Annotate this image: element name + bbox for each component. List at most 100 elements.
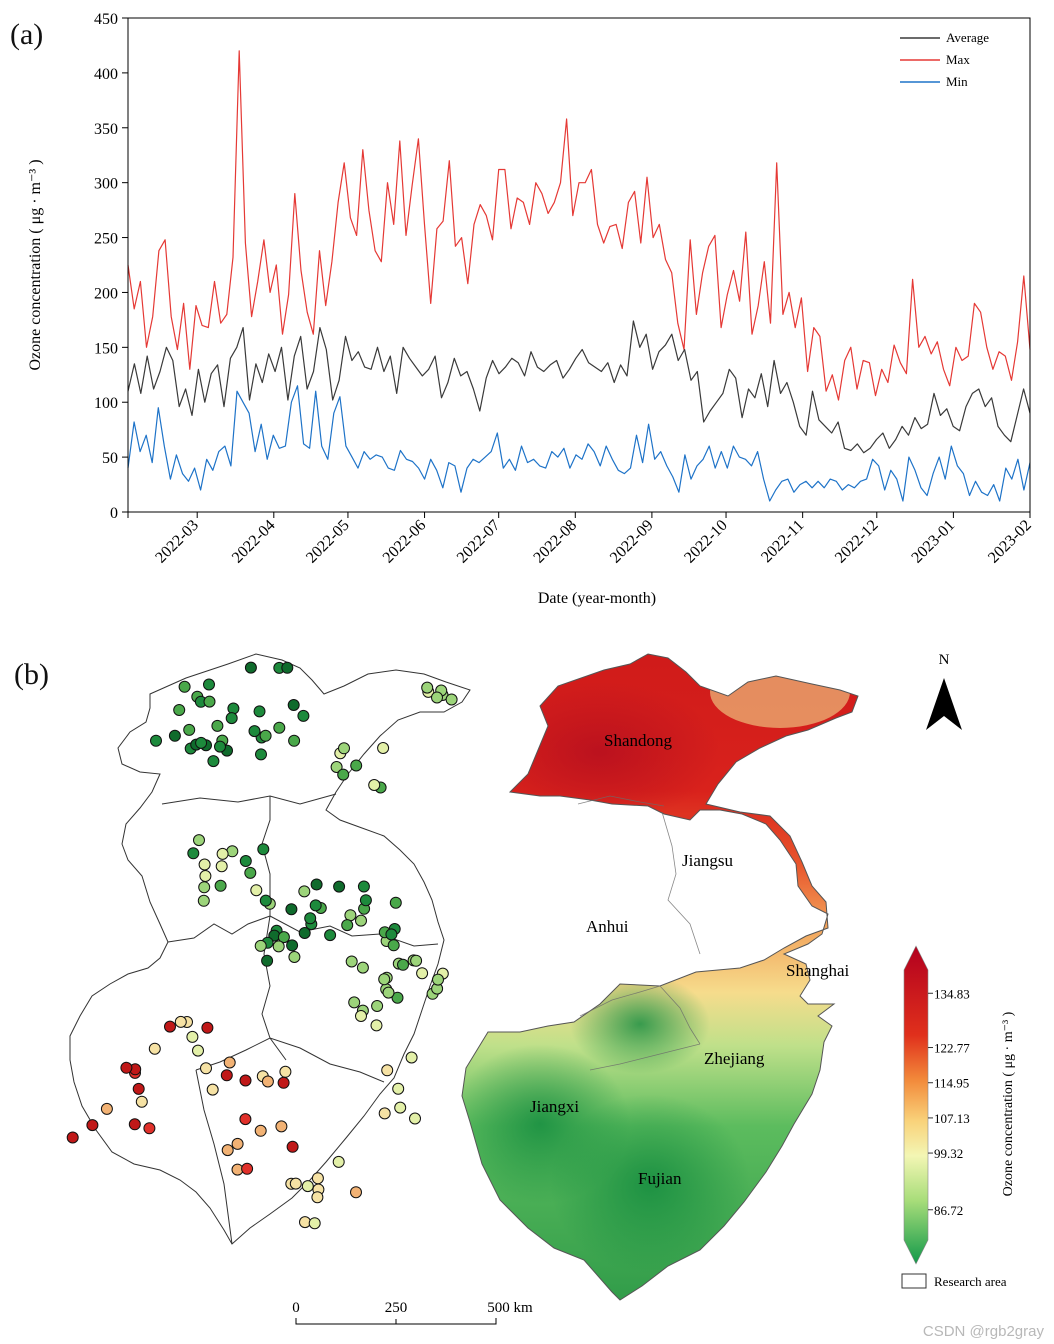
province-border-1 [161, 793, 337, 805]
y-tick-label: 300 [94, 176, 118, 193]
x-tick-label: 2022-06 [380, 517, 430, 567]
site-marker [201, 1021, 214, 1034]
site-marker [216, 847, 229, 860]
site-marker [287, 699, 300, 711]
site-marker [132, 1082, 145, 1095]
province-border-7 [195, 1069, 233, 1245]
site-marker [254, 939, 267, 952]
site-marker [253, 705, 266, 718]
site-marker [231, 1137, 244, 1150]
site-marker [355, 1010, 367, 1022]
site-marker [225, 712, 238, 725]
site-marker [259, 894, 272, 907]
site-marker [378, 1107, 391, 1120]
site-marker [259, 729, 272, 742]
x-tick-label: 2022-11 [758, 517, 807, 566]
x-tick-label: 2022-04 [229, 517, 279, 567]
site-marker [409, 1112, 421, 1125]
ozone-map-panel: Shandong Jiangsu Anhui Shanghai Zhejiang… [66, 652, 1016, 1325]
site-marker [304, 912, 317, 925]
site-marker [215, 860, 228, 873]
site-marker [356, 961, 369, 974]
site-marker [120, 1061, 133, 1074]
site-marker [214, 740, 226, 753]
site-marker [345, 955, 358, 968]
site-marker [288, 951, 301, 963]
research-area-outline [69, 653, 471, 1245]
site-marker [183, 723, 196, 736]
site-marker [381, 1064, 394, 1077]
site-marker [206, 1083, 219, 1096]
scale-bar-line [295, 1318, 497, 1325]
site-marker [432, 973, 444, 986]
site-marker [178, 680, 191, 693]
legend-label-max: Max [946, 52, 970, 67]
north-arrow-icon [926, 678, 962, 730]
site-marker [311, 1172, 324, 1185]
site-marker [382, 986, 395, 999]
site-marker [370, 1019, 383, 1032]
site-marker [168, 729, 181, 742]
scale-bar: 0 250 500 km [292, 1300, 533, 1325]
site-marker [148, 1042, 161, 1055]
province-border-2 [167, 915, 271, 943]
site-marker [173, 704, 186, 716]
colorbar-tick-label: 114.95 [934, 1076, 969, 1091]
site-marker [211, 719, 224, 732]
site-marker [250, 884, 263, 897]
site-marker [273, 721, 286, 734]
site-marker [199, 870, 212, 882]
colorbar-bar [903, 945, 929, 1265]
site-marker [324, 929, 337, 942]
site-marker [239, 1074, 252, 1087]
site-marker [410, 954, 423, 967]
site-marker [203, 678, 215, 691]
site-marker [186, 1030, 199, 1043]
site-marker [203, 695, 216, 708]
site-marker [143, 1122, 156, 1135]
series-line-min [127, 385, 1031, 502]
legend-label-average: Average [946, 30, 989, 45]
site-marker [272, 940, 285, 953]
site-marker [368, 779, 381, 791]
site-marker [192, 1044, 204, 1057]
site-marker [277, 1076, 290, 1089]
site-marker [350, 759, 363, 772]
site-marker [350, 1186, 362, 1199]
site-marker [187, 847, 200, 860]
x-axis-label: Date (year-month) [538, 590, 656, 607]
legend-label-min: Min [946, 74, 968, 89]
site-map [69, 653, 471, 1245]
site-marker [348, 996, 361, 1009]
site-marker [391, 991, 404, 1004]
site-marker [310, 878, 323, 891]
site-marker [394, 1101, 407, 1114]
province-label-fujian: Fujian [638, 1169, 682, 1188]
colorbar-tick-label: 107.13 [934, 1111, 970, 1126]
x-tick-label: 2022-12 [832, 517, 882, 567]
site-marker [244, 661, 257, 674]
north-label: N [939, 652, 950, 668]
site-marker [355, 914, 367, 927]
site-marker [257, 843, 270, 856]
site-marker [261, 1075, 274, 1088]
watermark: CSDN @rgb2gray [922, 1323, 1044, 1340]
site-marker [255, 748, 267, 761]
scale-label-0: 0 [292, 1300, 300, 1316]
site-marker [421, 681, 434, 694]
site-marker [311, 1191, 324, 1204]
site-marker [389, 896, 402, 909]
series-line-average [127, 320, 1031, 454]
site-marker [244, 866, 257, 879]
site-marker [150, 734, 162, 747]
x-tick-label: 2023-02 [985, 517, 1035, 567]
site-marker [193, 834, 205, 847]
site-marker [207, 755, 220, 768]
site-marker [301, 1180, 314, 1193]
colorbar-tick-label: 134.83 [934, 986, 970, 1001]
x-tick-label: 2022-10 [681, 517, 731, 567]
site-marker [286, 1140, 299, 1153]
site-marker [385, 928, 398, 941]
site-marker [416, 967, 429, 980]
province-label-zhejiang: Zhejiang [704, 1049, 765, 1068]
